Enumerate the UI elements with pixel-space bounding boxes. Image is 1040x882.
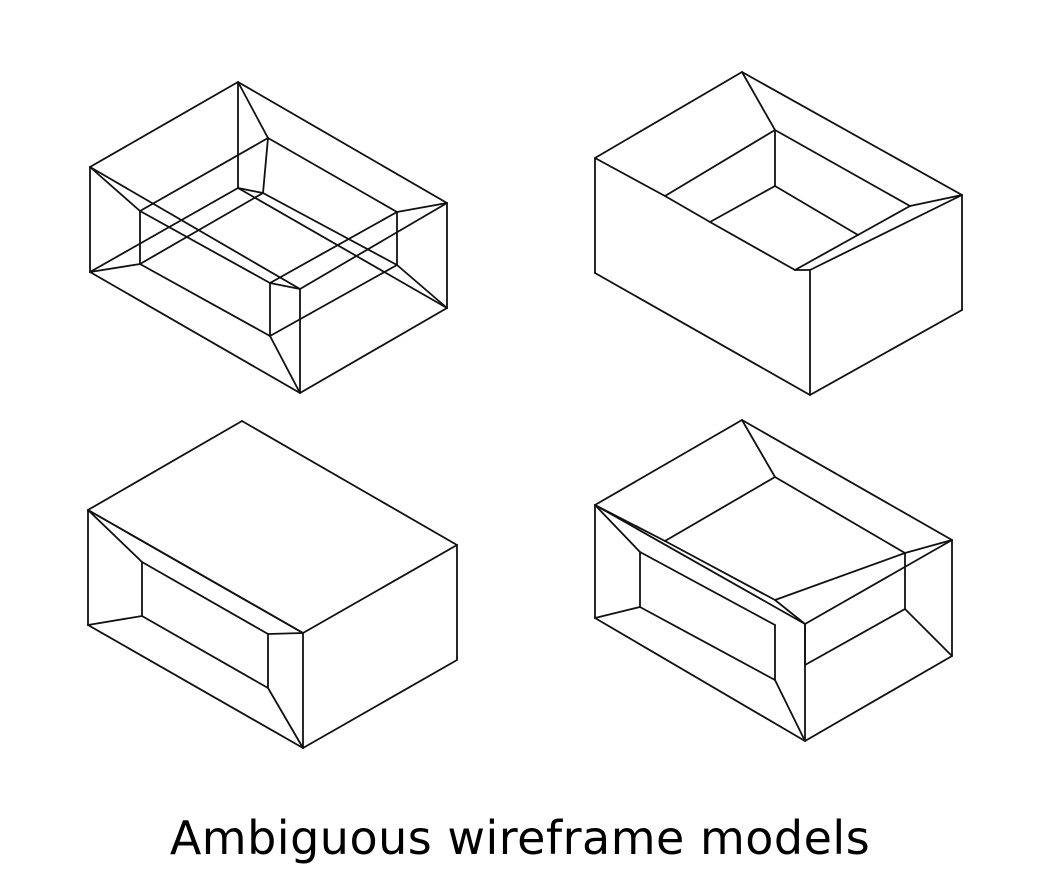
wireframe-model-bottom-right	[594, 419, 953, 742]
wireframe-model-bottom-left	[87, 420, 458, 749]
wireframe-model-top-right	[594, 71, 963, 396]
wireframe-model-top-left	[89, 81, 448, 394]
figure-caption: Ambiguous wireframe models	[169, 811, 871, 865]
